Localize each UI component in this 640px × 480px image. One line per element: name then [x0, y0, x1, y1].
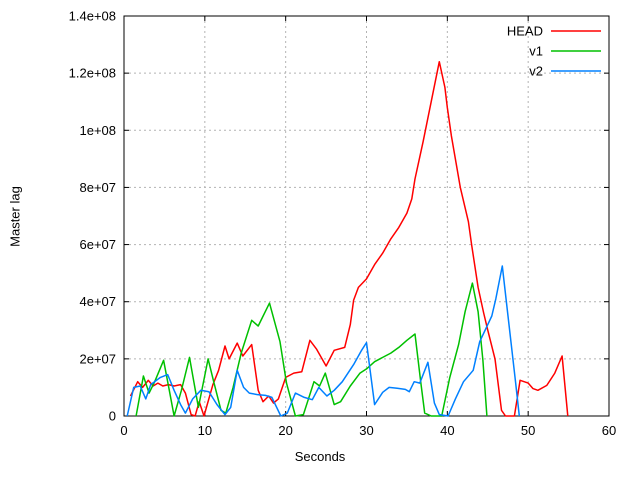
y-tick-label: 6e+07	[79, 237, 116, 252]
y-tick-label: 2e+07	[79, 351, 116, 366]
legend-label-v1: v1	[529, 44, 543, 59]
x-tick-label: 30	[359, 423, 373, 438]
y-tick-label: 4e+07	[79, 294, 116, 309]
x-tick-label: 10	[198, 423, 212, 438]
x-tick-label: 20	[278, 423, 292, 438]
x-tick-label: 60	[602, 423, 616, 438]
y-tick-label: 1e+08	[79, 123, 116, 138]
y-tick-label: 8e+07	[79, 180, 116, 195]
x-tick-label: 40	[440, 423, 454, 438]
series-line-v1	[135, 282, 488, 417]
x-tick-label: 50	[521, 423, 535, 438]
y-tick-label: 1.4e+08	[69, 9, 116, 24]
y-tick-label: 1.2e+08	[69, 66, 116, 81]
x-tick-label: 0	[120, 423, 127, 438]
y-axis-title: Master lag	[7, 186, 23, 247]
series-line-head	[129, 60, 569, 417]
legend-label-v2: v2	[529, 64, 543, 79]
series-line-v2	[126, 265, 521, 417]
x-axis-title: Seconds	[294, 449, 346, 464]
legend-label-head: HEAD	[507, 24, 543, 39]
y-tick-label: 0	[109, 409, 116, 424]
